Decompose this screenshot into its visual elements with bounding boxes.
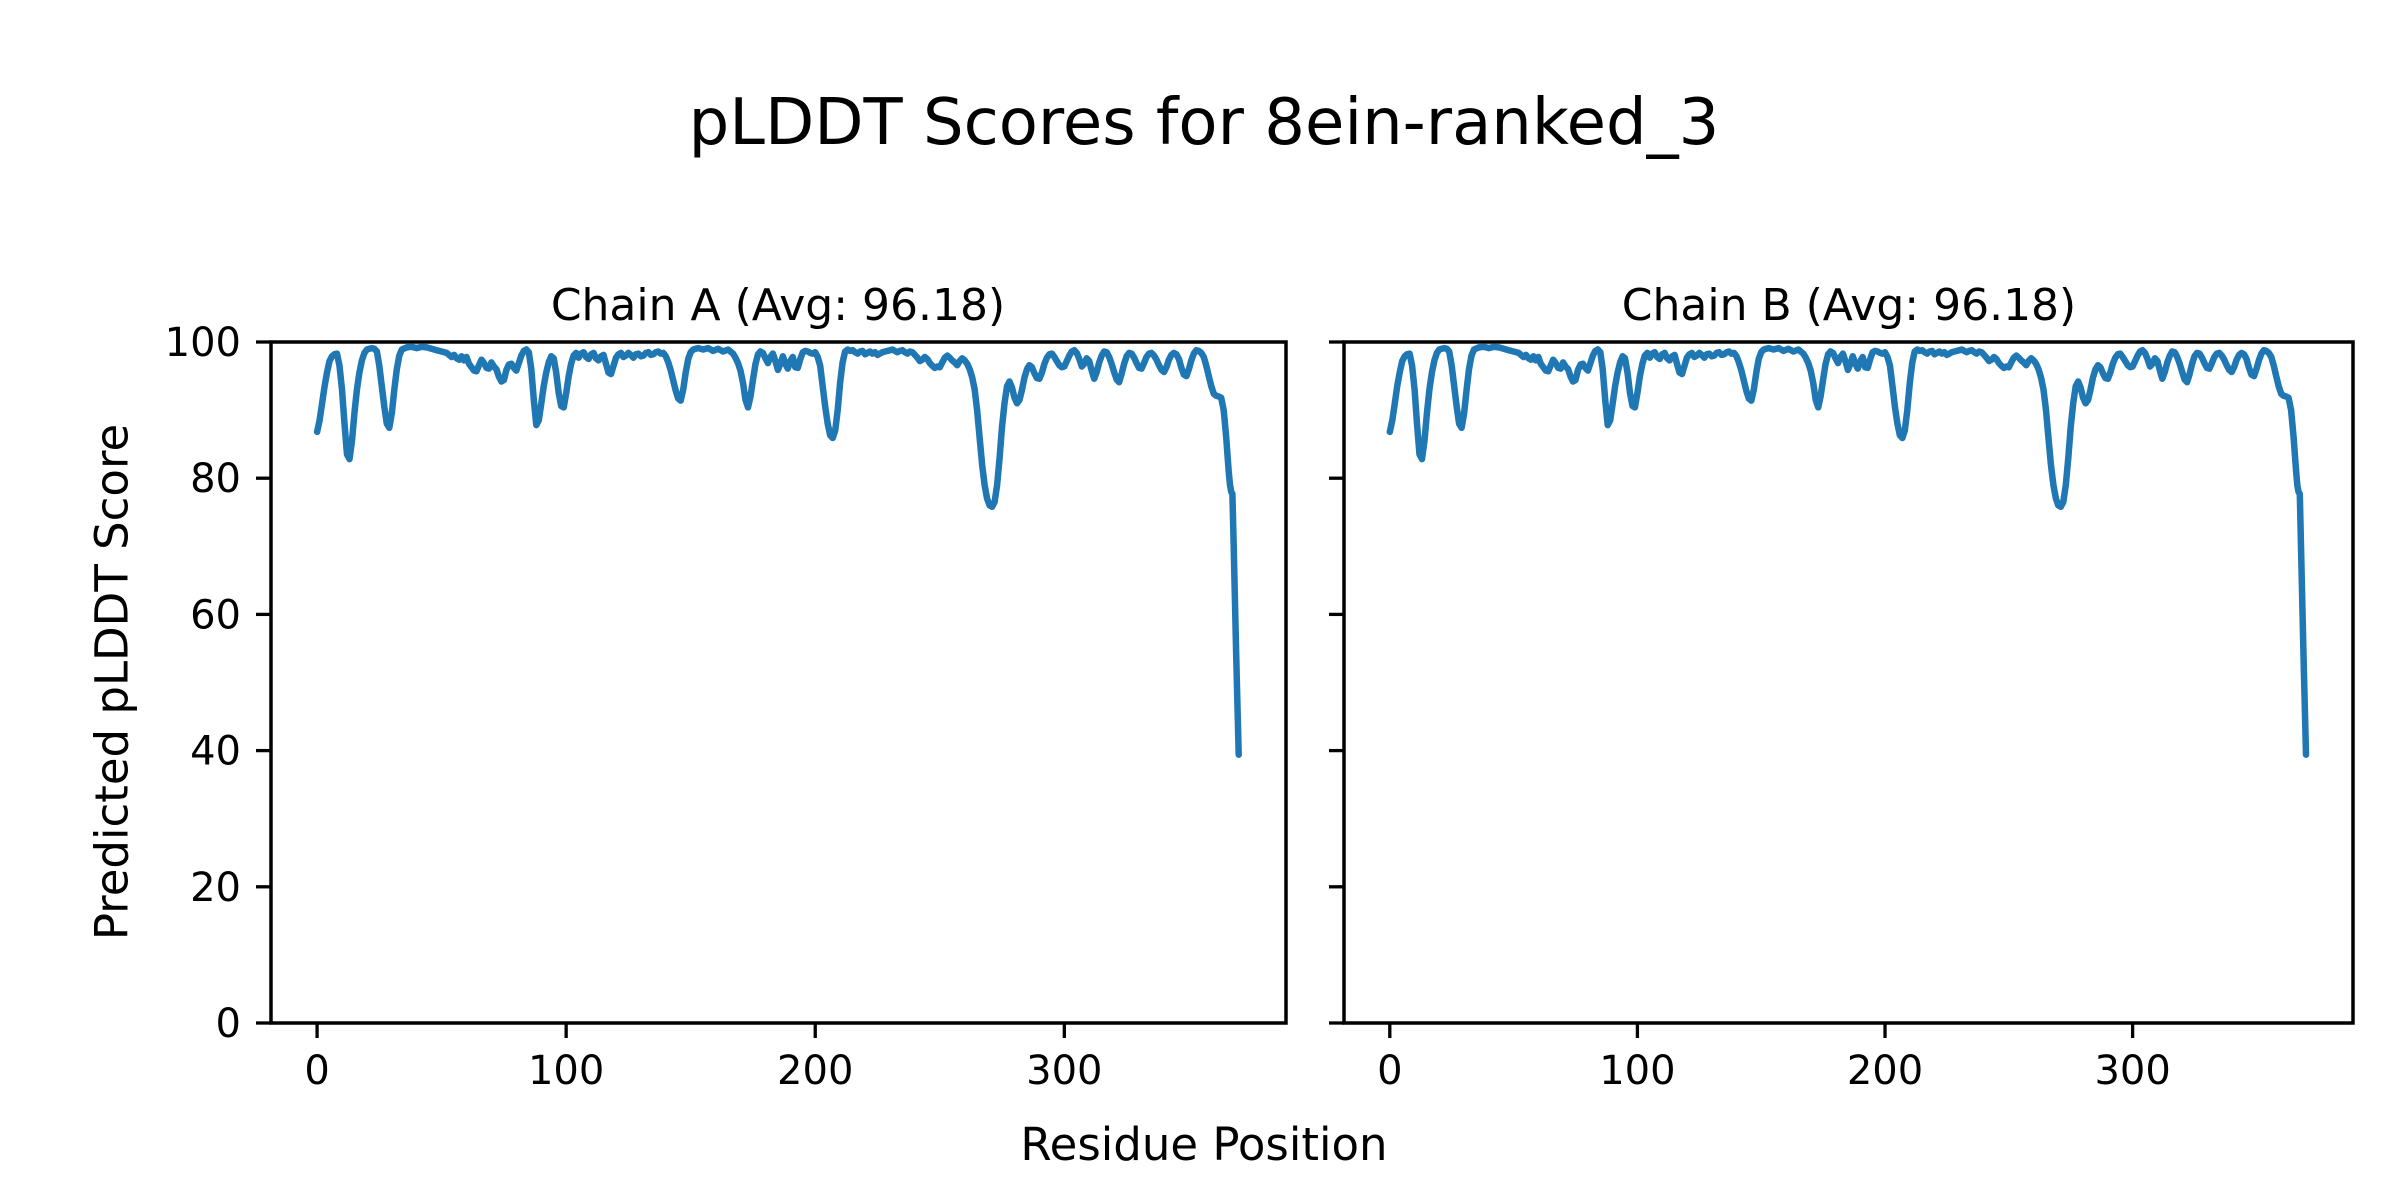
x-tick-label-chain-a: 200 (777, 1048, 853, 1094)
y-tick-label: 20 (190, 865, 241, 911)
x-tick-label-chain-b: 100 (1599, 1048, 1675, 1094)
y-tick-label: 60 (190, 592, 241, 638)
y-tick-label: 0 (216, 1001, 241, 1047)
figure-title: pLDDT Scores for 8ein-ranked_3 (688, 86, 1720, 160)
subplot-title-chain-a: Chain A (Avg: 96.18) (550, 280, 1006, 331)
subplot-title-chain-b: Chain B (Avg: 96.18) (1621, 280, 2077, 331)
axes-box-chain-b (1342, 340, 2355, 1025)
y-tick-label: 40 (190, 729, 241, 775)
y-tick-label: 80 (190, 456, 241, 502)
plddt-line-chain-b (1386, 343, 2310, 758)
x-tick-label-chain-a: 100 (528, 1048, 604, 1094)
x-tick-label-chain-b: 0 (1377, 1048, 1402, 1094)
x-tick-label-chain-b: 300 (2094, 1048, 2170, 1094)
x-axis-label: Residue Position (1020, 1118, 1388, 1171)
x-tick-label-chain-b: 200 (1847, 1048, 1923, 1094)
x-tick-label-chain-a: 300 (1026, 1048, 1102, 1094)
plddt-line-chain-a (313, 343, 1242, 758)
x-tick-label-chain-a: 0 (304, 1048, 329, 1094)
y-tick-label: 100 (165, 320, 241, 366)
axes-box-chain-a (269, 340, 1288, 1025)
